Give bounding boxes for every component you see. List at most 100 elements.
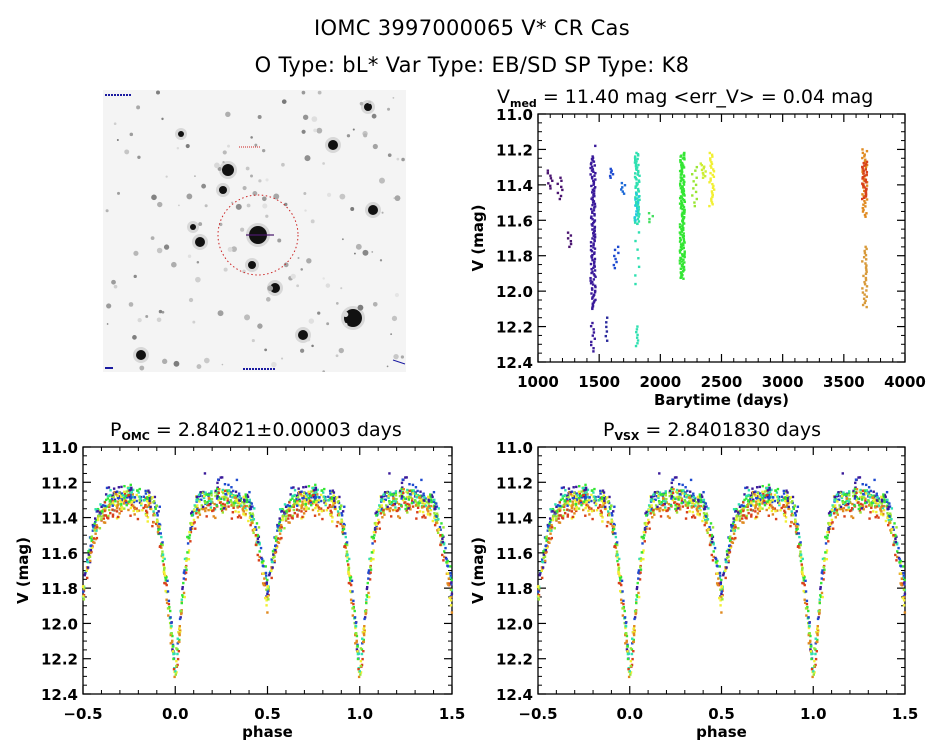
data-point	[442, 559, 445, 562]
data-point	[589, 244, 593, 248]
data-point	[647, 508, 650, 512]
data-point	[689, 498, 692, 502]
data-point	[598, 505, 602, 508]
data-point	[786, 497, 789, 500]
data-point	[574, 494, 578, 497]
data-point	[632, 649, 635, 653]
data-point	[224, 505, 227, 508]
data-point	[640, 551, 644, 554]
star	[163, 244, 170, 250]
data-point	[115, 507, 119, 510]
data-point	[617, 569, 620, 572]
data-point	[698, 505, 701, 508]
data-point	[538, 573, 541, 577]
data-point	[903, 578, 907, 582]
star	[222, 160, 225, 164]
data-point	[230, 494, 234, 498]
data-point	[345, 554, 349, 558]
data-point	[593, 214, 596, 217]
data-point	[643, 534, 646, 537]
star	[341, 238, 344, 241]
data-point	[633, 156, 637, 159]
data-point	[765, 508, 768, 512]
data-point	[547, 526, 550, 529]
data-point	[711, 173, 714, 177]
data-point	[319, 499, 323, 503]
data-point	[447, 577, 451, 580]
data-point	[578, 492, 582, 496]
data-point	[257, 559, 261, 562]
data-point	[276, 529, 279, 532]
data-point	[114, 491, 118, 494]
data-point	[639, 568, 643, 571]
data-point	[586, 488, 590, 492]
data-point	[267, 587, 270, 591]
data-point	[600, 499, 604, 503]
data-point	[858, 490, 861, 494]
data-point	[339, 505, 343, 508]
data-point	[902, 571, 905, 575]
data-point	[820, 581, 823, 585]
data-point	[864, 499, 867, 502]
data-point	[841, 472, 844, 475]
data-point	[291, 494, 294, 498]
data-point	[618, 557, 621, 561]
data-point	[782, 492, 786, 495]
data-point	[569, 491, 572, 494]
data-point	[592, 221, 595, 225]
data-point	[864, 276, 868, 280]
data-point	[244, 495, 248, 498]
data-point	[698, 493, 702, 496]
data-point	[707, 507, 710, 510]
data-point	[587, 506, 591, 509]
data-point	[266, 595, 270, 598]
data-point	[584, 497, 587, 500]
data-point	[816, 638, 819, 642]
data-point	[128, 488, 131, 492]
star	[198, 222, 203, 226]
data-point	[433, 504, 436, 507]
data-point	[149, 507, 152, 510]
star	[231, 246, 237, 252]
data-point	[176, 642, 179, 645]
data-point	[710, 201, 714, 204]
star	[188, 297, 194, 303]
data-point	[91, 525, 95, 528]
data-point	[664, 500, 667, 503]
data-point	[864, 299, 867, 303]
data-point	[382, 493, 385, 497]
data-point	[774, 509, 777, 513]
data-point	[805, 599, 809, 603]
data-point	[290, 486, 293, 490]
phase-omc-title-sub: OMC	[121, 430, 150, 443]
data-point	[612, 525, 615, 529]
data-point	[190, 514, 194, 517]
data-point	[682, 222, 686, 225]
data-point	[157, 525, 160, 529]
data-point	[861, 177, 864, 180]
data-point	[746, 486, 749, 489]
data-point	[804, 579, 807, 583]
data-point	[679, 187, 683, 190]
data-point	[379, 498, 383, 502]
data-point	[313, 501, 316, 505]
data-point	[769, 500, 772, 504]
data-point	[176, 663, 179, 667]
data-point	[847, 500, 851, 503]
data-point	[575, 496, 578, 499]
data-point	[828, 523, 832, 526]
data-point	[590, 493, 593, 497]
data-point	[635, 207, 639, 210]
data-point	[173, 652, 176, 655]
star	[165, 175, 168, 178]
data-point	[743, 493, 746, 496]
star	[391, 315, 398, 322]
data-point	[593, 251, 596, 254]
data-point	[617, 572, 621, 575]
data-point	[594, 171, 597, 175]
data-point	[855, 487, 859, 491]
data-point	[694, 183, 698, 187]
data-point	[312, 500, 315, 503]
data-point	[333, 507, 337, 510]
